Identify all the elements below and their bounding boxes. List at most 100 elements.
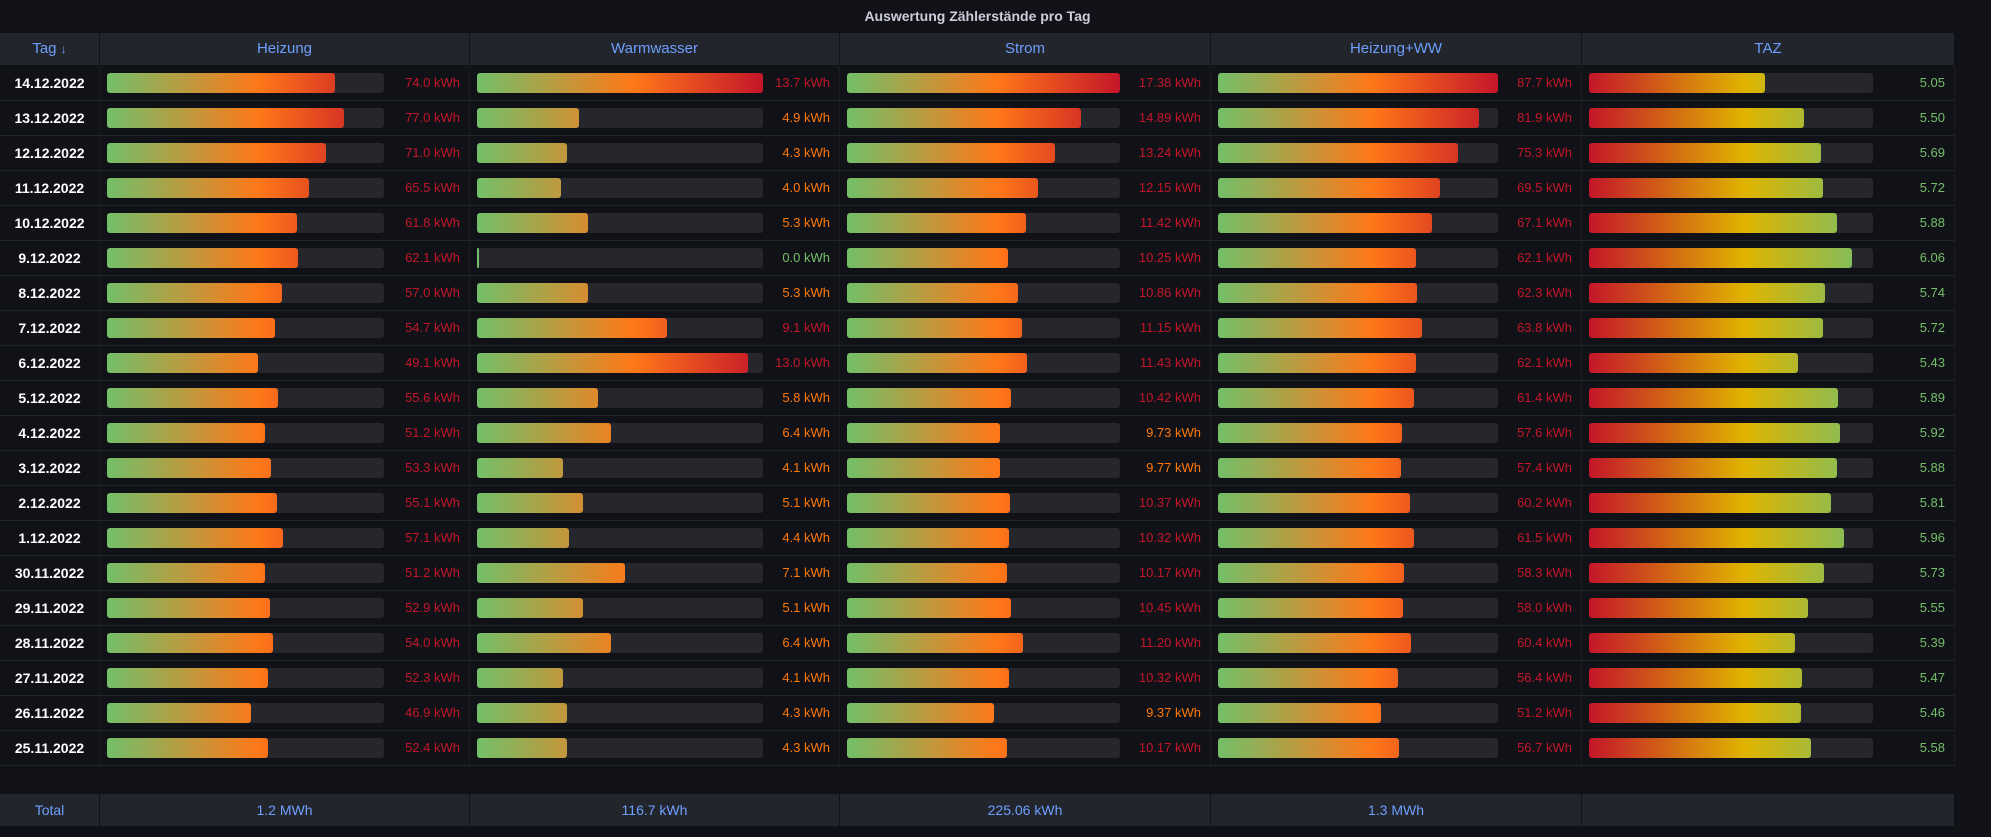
bar-fill: [1589, 738, 1811, 758]
date-cell: 3.12.2022: [0, 451, 100, 485]
bar-fill: [1218, 668, 1398, 688]
bar-fill: [107, 283, 282, 303]
bar-gauge: [1218, 213, 1498, 233]
table-row: 1.12.2022 57.1 kWh 4.4 kWh 10.32 kWh 61.5 kW…: [0, 521, 1955, 556]
bar-gauge: [847, 563, 1120, 583]
taz-cell: 5.50: [1582, 101, 1955, 135]
bar-fill: [477, 633, 611, 653]
hww-cell: 63.8 kWh: [1211, 311, 1582, 345]
column-header-warmwasser[interactable]: Warmwasser: [470, 33, 840, 65]
ww-cell: 6.4 kWh: [470, 416, 840, 450]
heizung-cell: 51.2 kWh: [100, 416, 470, 450]
bar-fill: [847, 458, 1000, 478]
bar-gauge: [1218, 563, 1498, 583]
bar-gauge: [477, 283, 763, 303]
bar-fill: [1218, 283, 1417, 303]
column-header-taz[interactable]: TAZ: [1582, 33, 1955, 65]
taz-value: 5.55: [1919, 600, 1945, 615]
footer-warmwasser: 116.7 kWh: [470, 794, 840, 826]
bar-gauge: [847, 738, 1120, 758]
ww-cell: 4.9 kWh: [470, 101, 840, 135]
bar-gauge: [1589, 458, 1873, 478]
taz-value: 5.05: [1919, 75, 1945, 90]
taz-cell: 5.47: [1582, 661, 1955, 695]
bar-gauge: [1589, 283, 1873, 303]
date-cell: 1.12.2022: [0, 521, 100, 555]
bar-fill: [1218, 248, 1416, 268]
column-header-tag[interactable]: Tag ↓: [0, 33, 100, 65]
heizung-cell: 54.7 kWh: [100, 311, 470, 345]
bar-gauge: [847, 703, 1120, 723]
strom-value: 14.89 kWh: [1138, 110, 1201, 125]
bar-fill: [477, 73, 763, 93]
table-row: 28.11.2022 54.0 kWh 6.4 kWh 11.20 kWh 60.4 k…: [0, 626, 1955, 661]
ww-cell: 5.3 kWh: [470, 276, 840, 310]
strom-value: 10.32 kWh: [1138, 670, 1201, 685]
strom-value: 10.17 kWh: [1138, 740, 1201, 755]
bar-gauge: [847, 108, 1120, 128]
strom-value: 11.42 kWh: [1139, 215, 1201, 230]
taz-cell: 6.06: [1582, 241, 1955, 275]
bar-fill: [1218, 528, 1414, 548]
bar-fill: [1218, 423, 1402, 443]
column-header-strom[interactable]: Strom: [840, 33, 1211, 65]
hww-cell: 58.0 kWh: [1211, 591, 1582, 625]
bar-fill: [847, 493, 1010, 513]
bar-fill: [1589, 213, 1837, 233]
date-cell: 2.12.2022: [0, 486, 100, 520]
bar-fill: [1589, 458, 1837, 478]
strom-cell: 12.15 kWh: [840, 171, 1211, 205]
heizung-cell: 55.1 kWh: [100, 486, 470, 520]
column-header-heizung-ww[interactable]: Heizung+WW: [1211, 33, 1582, 65]
bar-fill: [847, 108, 1081, 128]
heizung-cell: 62.1 kWh: [100, 241, 470, 275]
ww-value: 5.1 kWh: [782, 600, 830, 615]
bar-fill: [477, 318, 667, 338]
heizung-cell: 52.3 kWh: [100, 661, 470, 695]
strom-cell: 10.17 kWh: [840, 556, 1211, 590]
bar-gauge: [847, 73, 1120, 93]
bar-gauge: [1589, 598, 1873, 618]
column-header-heizung[interactable]: Heizung: [100, 33, 470, 65]
bar-fill: [107, 108, 344, 128]
bar-gauge: [1218, 108, 1498, 128]
heizung-value: 51.2 kWh: [405, 565, 460, 580]
bar-fill: [1218, 73, 1498, 93]
bar-fill: [477, 528, 569, 548]
ww-value: 4.3 kWh: [782, 145, 830, 160]
bar-fill: [107, 143, 326, 163]
bar-gauge: [1218, 633, 1498, 653]
bar-fill: [107, 213, 297, 233]
taz-cell: 5.58: [1582, 731, 1955, 765]
hww-value: 62.3 kWh: [1517, 285, 1572, 300]
bar-gauge: [477, 563, 763, 583]
heizung-value: 71.0 kWh: [405, 145, 460, 160]
strom-value: 17.38 kWh: [1138, 75, 1201, 90]
heizung-value: 61.8 kWh: [405, 215, 460, 230]
hww-value: 67.1 kWh: [1517, 215, 1572, 230]
bar-gauge: [1218, 423, 1498, 443]
bar-fill: [477, 108, 579, 128]
heizung-cell: 71.0 kWh: [100, 136, 470, 170]
bar-gauge: [477, 528, 763, 548]
date-cell: 9.12.2022: [0, 241, 100, 275]
taz-value: 5.50: [1919, 110, 1945, 125]
bar-fill: [847, 143, 1055, 163]
bar-fill: [1589, 633, 1795, 653]
bar-gauge: [1589, 703, 1873, 723]
bar-fill: [107, 738, 268, 758]
strom-value: 9.37 kWh: [1146, 705, 1201, 720]
bar-gauge: [847, 388, 1120, 408]
bar-gauge: [107, 738, 384, 758]
bar-fill: [1589, 318, 1823, 338]
date-cell: 27.11.2022: [0, 661, 100, 695]
taz-cell: 5.43: [1582, 346, 1955, 380]
bar-fill: [477, 563, 625, 583]
taz-cell: 5.05: [1582, 66, 1955, 100]
bar-fill: [1589, 563, 1824, 583]
bar-gauge: [1589, 248, 1873, 268]
bar-gauge: [1589, 668, 1873, 688]
bar-fill: [1218, 353, 1416, 373]
ww-value: 5.8 kWh: [782, 390, 830, 405]
